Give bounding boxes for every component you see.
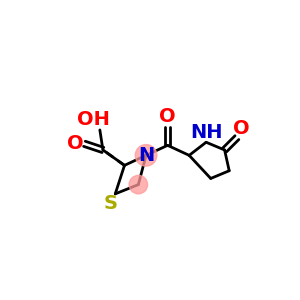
- Circle shape: [135, 145, 157, 166]
- Text: N: N: [138, 146, 154, 165]
- Text: O: O: [67, 134, 83, 153]
- Text: O: O: [233, 119, 250, 138]
- Text: O: O: [159, 106, 176, 126]
- Text: S: S: [103, 194, 118, 213]
- Text: OH: OH: [77, 110, 110, 129]
- Circle shape: [129, 176, 148, 194]
- Text: NH: NH: [190, 123, 222, 142]
